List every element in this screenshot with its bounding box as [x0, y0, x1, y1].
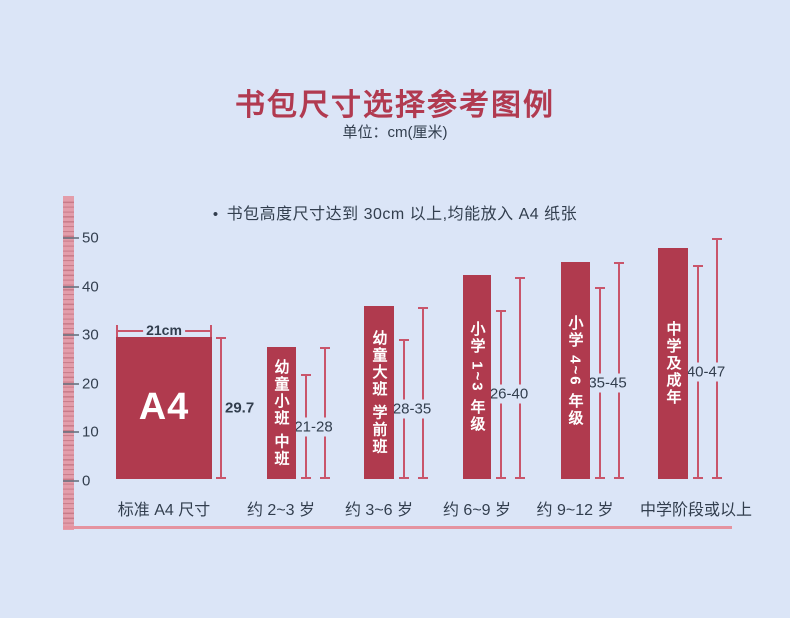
- bar-class-label: 幼童小班 中班: [267, 347, 296, 479]
- a4-bar: A4: [116, 336, 212, 479]
- category-label: 约 9~12 岁: [536, 502, 614, 519]
- ruler-tick-label: 10: [82, 423, 99, 441]
- note-text: 书包高度尺寸达到 30cm 以上,均能放入 A4 纸张: [226, 206, 578, 223]
- dimension-line-outer: [319, 347, 330, 479]
- x-baseline: [63, 526, 732, 529]
- dimension-line-outer: [515, 276, 525, 480]
- ruler-tick-major: [63, 480, 79, 482]
- bar-class-text: 小学 1~3 年级: [468, 321, 486, 433]
- dimension-line-outer: [613, 262, 624, 479]
- ruler-tick-major: [63, 237, 79, 239]
- dimension-line-outer: [418, 307, 428, 479]
- bar-class-text: 幼童大班 学前班: [370, 329, 388, 456]
- width-label: 21cm: [143, 321, 185, 339]
- ruler-tick-major: [63, 334, 79, 337]
- bar: 中学及成年: [658, 247, 688, 479]
- bar-class-label: 幼童大班 学前班: [364, 306, 394, 479]
- bar-class-text: 中学及成年: [664, 320, 682, 406]
- note: • 书包高度尺寸达到 30cm 以上,均能放入 A4 纸张: [0, 200, 790, 224]
- ruler-tick-label: 50: [82, 229, 99, 247]
- category-label: 标准 A4 尺寸: [117, 502, 211, 519]
- height-label: 29.7: [223, 399, 257, 417]
- category-label: 中学阶段或以上: [639, 502, 753, 519]
- bar: 小学 4~6 年级: [560, 262, 590, 479]
- range-label: 26-40: [486, 384, 532, 404]
- bar: 幼童小班 中班: [266, 347, 296, 479]
- dimension-line-outer: [712, 238, 722, 479]
- ruler-tick-major: [63, 285, 79, 288]
- a4-label: A4: [138, 386, 190, 429]
- ruler-tick-major: [63, 431, 79, 434]
- bar: 幼童大班 学前班: [364, 306, 394, 479]
- category-label: 约 6~9 岁: [442, 502, 512, 519]
- bar: 小学 1~3 年级: [463, 274, 491, 479]
- ruler-tick-label: 0: [82, 472, 91, 490]
- category-label: 约 2~3 岁: [246, 502, 316, 519]
- height-dimension-line: [216, 336, 226, 480]
- bar-class-label: 小学 1~3 年级: [463, 275, 491, 479]
- bullet-icon: •: [212, 206, 219, 223]
- page-subtitle: 单位：cm(厘米): [342, 124, 448, 141]
- page-title: 书包尺寸选择参考图例: [235, 89, 555, 122]
- y-axis-ruler: [63, 196, 74, 530]
- ruler-tick-major: [63, 382, 79, 385]
- range-label: 21-28: [291, 417, 336, 437]
- bar-class-text: 幼童小班 中班: [272, 359, 290, 468]
- bar-class-label: 小学 4~6 年级: [561, 262, 590, 479]
- range-label: 40-47: [683, 362, 729, 382]
- ruler-tick-label: 40: [82, 278, 99, 296]
- range-label: 28-35: [389, 399, 435, 419]
- bar-class-label: 中学及成年: [658, 248, 688, 479]
- bar-class-text: 小学 4~6 年级: [566, 314, 584, 427]
- category-label: 约 3~6 岁: [344, 502, 414, 519]
- ruler-tick-label: 20: [82, 375, 99, 393]
- range-label: 35-45: [585, 373, 630, 393]
- ruler-tick-label: 30: [82, 326, 99, 344]
